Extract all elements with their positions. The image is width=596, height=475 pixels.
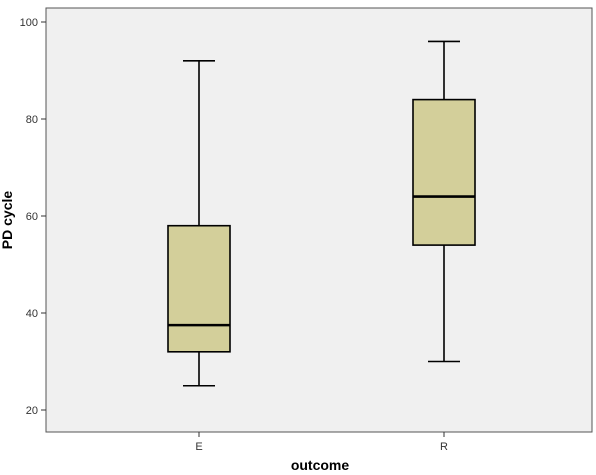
y-axis-title: PD cycle — [0, 191, 15, 250]
plot-area — [45, 7, 593, 433]
y-tick-label: 20 — [26, 405, 38, 417]
y-tick-label: 40 — [26, 308, 38, 320]
y-axis: 20 40 60 80 100 — [20, 17, 46, 417]
boxes-layer — [167, 40, 476, 387]
x-axis-title: outcome — [291, 457, 350, 473]
iqr-box — [167, 224, 231, 353]
y-tick-label: 100 — [20, 17, 38, 29]
y-tick-label: 60 — [26, 211, 38, 223]
y-tick-label: 80 — [26, 114, 38, 126]
iqr-box — [412, 98, 476, 246]
x-tick-label: E — [195, 441, 202, 453]
box-R — [412, 40, 476, 363]
x-tick-label: R — [440, 441, 448, 453]
box-E — [167, 59, 231, 387]
